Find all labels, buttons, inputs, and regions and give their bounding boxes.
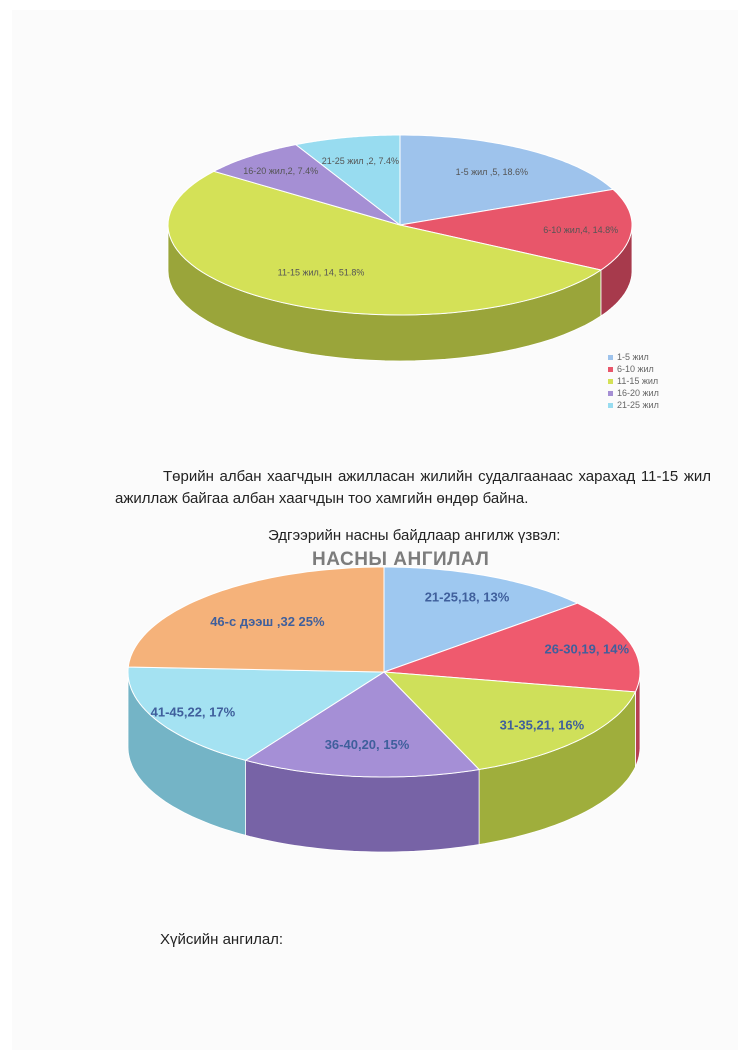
legend-swatch (608, 378, 613, 384)
work-years-data-label-3: 16-20 жил,2, 7.4% (243, 166, 318, 176)
work-years-slice-3 (212, 144, 401, 226)
age-slice-1 (383, 602, 641, 693)
age-data-label-0: 21-25,18, 13% (425, 590, 510, 605)
age-data-label-4: 41-45,22, 17% (151, 704, 236, 719)
age-data-label-5: 46-с дээш ,32 25% (210, 614, 325, 629)
work-years-data-label-0: 1-5 жил ,5, 18.6% (456, 167, 528, 177)
summary-paragraph: Төрийн албан хаагчдын ажилласан жилийн с… (115, 468, 711, 507)
age-section-heading: Эдгээрийн насны байдлаар ангилж үзвэл: (268, 527, 561, 544)
work-years-data-label-2: 11-15 жил, 14, 51.8% (278, 268, 365, 278)
work-years-pie-chart: 1-5 жил ,5, 18.6% 6-10 жил,4, 14.8% 11-15 … (167, 134, 633, 362)
document-page: 1-5 жил ,5, 18.6% 6-10 жил,4, 14.8% 11-15 … (12, 10, 738, 1050)
chart-legend: 1-5 жил 6-10 жил 11-15 жил 16-20 жил 21-25 ж… (608, 351, 659, 411)
work-years-slice-0 (399, 134, 615, 226)
legend-label: 21-25 жил (617, 400, 659, 410)
work-years-slice-2 (167, 170, 603, 316)
age-data-label-1: 26-30,19, 14% (545, 642, 630, 657)
legend-label: 1-5 жил (617, 352, 649, 362)
age-slice-3 (244, 671, 481, 778)
age-chart-title: НАСНЫ АНГИЛАЛ (312, 549, 490, 570)
legend-item: 6-10 жил (608, 363, 659, 375)
age-slice-0 (383, 566, 579, 673)
age-pie-chart: 21-25,18, 13% 26-30,19, 14% 31-35,21, 16% 3… (127, 566, 641, 853)
work-years-data-label-1: 6-10 жил,4, 14.8% (543, 225, 618, 235)
legend-label: 16-20 жил (617, 388, 659, 398)
age-data-label-3: 36-40,20, 15% (325, 737, 410, 752)
legend-swatch (608, 390, 613, 396)
age-slice-5 (127, 566, 385, 673)
work-years-slice-1 (399, 188, 633, 271)
legend-item: 1-5 жил (608, 351, 659, 363)
gender-section-heading: Хүйсийн ангилал: (160, 931, 284, 948)
age-data-label-2: 31-35,21, 16% (500, 718, 585, 733)
legend-swatch (608, 402, 613, 408)
age-slice-2 (382, 671, 637, 771)
age-slice-4 (127, 666, 386, 761)
legend-swatch (608, 366, 613, 372)
work-years-data-label-4: 21-25 жил ,2, 7.4% (322, 156, 399, 166)
legend-swatch (608, 354, 613, 360)
work-years-slice-4 (294, 134, 401, 227)
legend-label: 11-15 жил (617, 376, 659, 386)
legend-label: 6-10 жил (617, 364, 654, 374)
legend-item: 21-25 жил (608, 399, 659, 411)
legend-item: 16-20 жил (608, 387, 659, 399)
legend-item: 11-15 жил (608, 375, 659, 387)
